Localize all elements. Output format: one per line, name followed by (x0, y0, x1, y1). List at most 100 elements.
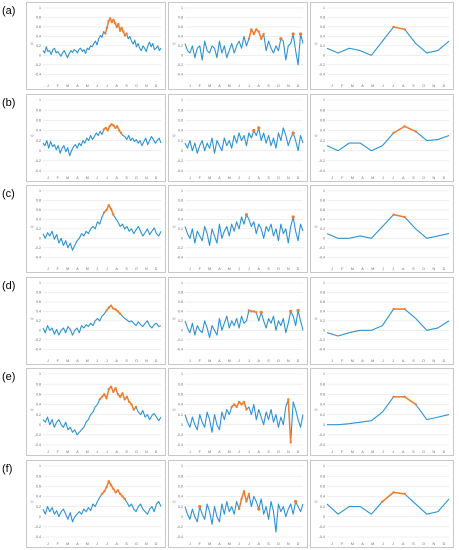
x-tick-label: M (351, 450, 354, 454)
x-tick-label: M (66, 542, 69, 546)
chart-panel: 1 0.8 0.6 0.4 0.2 0 -0.2 -0.4 ω J F M A M J J A S O N D (168, 93, 308, 182)
x-tick-label: D (297, 359, 300, 363)
y-tick-label: 0 (181, 514, 183, 518)
highlight-point (235, 405, 238, 409)
series-line (184, 214, 304, 246)
x-tick-label: A (116, 450, 119, 454)
x-tick-label: J (382, 84, 384, 88)
highlight-point (118, 395, 122, 399)
row-label: (e) (2, 371, 16, 383)
highlight-point (110, 21, 114, 24)
x-tick-label: F (57, 542, 60, 546)
y-tick-label: -0.4 (35, 535, 41, 539)
y-tick-label: 0.6 (178, 300, 183, 304)
highlight-point (121, 494, 124, 498)
x-tick-label: A (258, 176, 261, 180)
y-tick-label: -0.2 (319, 525, 325, 529)
y-tick-label: 0 (323, 328, 325, 332)
x-tick-label: A (258, 450, 261, 454)
x-tick-label: D (155, 450, 158, 454)
x-tick-label: N (145, 84, 148, 88)
y-tick-label: -0.2 (319, 433, 325, 437)
highlight-point (116, 488, 120, 492)
x-tick-label: A (116, 267, 119, 271)
highlight-segment (393, 213, 405, 218)
highlight-point (109, 304, 113, 307)
highlight-point (245, 408, 248, 411)
y-axis-label: ω (315, 42, 318, 46)
chart-panel: 1 0.8 0.6 0.4 0.2 0 -0.2 -0.4 ω J F M A M J J A S O N D (168, 368, 308, 456)
y-tick-label: -0.4 (319, 535, 325, 539)
chart-svg: 1 0.8 0.6 0.4 0.2 0 -0.2 -0.4 ω J F M A M J J A S O N D (31, 6, 162, 88)
x-tick-label: J (47, 176, 49, 180)
chart-svg: 1 0.8 0.6 0.4 0.2 0 -0.2 -0.4 ω J F M A M J J A S O N D (315, 464, 450, 546)
x-tick-label: J (106, 176, 108, 180)
x-tick-label: M (86, 176, 89, 180)
x-tick-label: D (155, 267, 158, 271)
y-tick-label: 0.6 (178, 118, 183, 122)
x-tick-label: S (412, 176, 415, 180)
y-tick-label: 0.2 (36, 138, 41, 142)
y-tick-label: 0.2 (320, 227, 325, 231)
x-tick-label: F (199, 450, 202, 454)
y-tick-label: 0 (323, 423, 325, 427)
highlight-point (255, 310, 258, 314)
y-tick-label: 0.6 (320, 118, 325, 122)
highlight-point (115, 25, 118, 29)
y-tick-label: 0.8 (36, 382, 41, 386)
series-line (326, 125, 450, 151)
x-tick-label: J (238, 359, 240, 363)
highlight-point (240, 403, 243, 406)
y-tick-label: 0.2 (320, 138, 325, 142)
highlight-point (244, 213, 249, 217)
x-tick-label: F (199, 176, 202, 180)
y-tick-label: 0.6 (178, 484, 183, 488)
chart-panel: 1 0.8 0.6 0.4 0.2 0 -0.2 -0.4 ω J F M A M J J A S O N D (26, 368, 166, 456)
x-tick-label: A (116, 359, 119, 363)
chart-svg: 1 0.8 0.6 0.4 0.2 0 -0.2 -0.4 ω J F M A M J J A S O N D (173, 372, 304, 454)
series-line (327, 396, 450, 426)
x-tick-label: S (267, 267, 270, 271)
highlight-point (289, 309, 293, 313)
x-tick-label: J (392, 542, 394, 546)
y-tick-label: 0.8 (178, 474, 183, 478)
x-tick-label: D (443, 359, 446, 363)
y-tick-label: 1 (39, 6, 41, 10)
x-tick-label: N (432, 359, 435, 363)
chart-svg: 1 0.8 0.6 0.4 0.2 0 -0.2 -0.4 ω J F M A M J J A S O N D (31, 464, 162, 546)
y-tick-label: -0.4 (319, 347, 325, 351)
highlight-point (106, 128, 109, 132)
highlight-point (392, 213, 395, 216)
y-tick-label: -0.4 (177, 443, 183, 447)
highlight-point (122, 30, 125, 33)
y-tick-label: -0.2 (319, 246, 325, 250)
highlight-point (130, 403, 133, 406)
chart-panel: 1 0.8 0.6 0.4 0.2 0 -0.2 -0.4 ω J F M A M J J A S O N D (168, 459, 308, 548)
x-tick-label: D (443, 542, 446, 546)
x-tick-label: J (238, 176, 240, 180)
highlight-point (240, 497, 243, 500)
x-tick-label: M (371, 450, 374, 454)
highlight-point (109, 483, 113, 486)
x-tick-label: M (208, 359, 211, 363)
y-tick-label: -0.4 (177, 169, 183, 173)
x-tick-label: N (145, 267, 148, 271)
chart-svg: 1 0.8 0.6 0.4 0.2 0 -0.2 -0.4 ω J F M A M J J A S O N D (31, 189, 162, 271)
x-tick-label: M (86, 84, 89, 88)
chart-panel: 1 0.8 0.6 0.4 0.2 0 -0.2 -0.4 ω J F M A M J J A S O N D (168, 2, 308, 90)
highlight-point (132, 408, 135, 411)
highlight-point (291, 32, 295, 36)
x-tick-label: A (218, 450, 221, 454)
y-axis-label: ω (173, 133, 176, 137)
y-axis-label: ω (31, 408, 34, 412)
highlight-point (250, 28, 253, 31)
x-tick-label: D (297, 84, 300, 88)
x-tick-label: O (422, 176, 425, 180)
x-tick-label: N (432, 542, 435, 546)
highlight-point (291, 215, 295, 219)
x-tick-label: F (199, 84, 202, 88)
x-tick-label: M (228, 84, 231, 88)
y-tick-label: 0.4 (178, 403, 183, 407)
x-tick-label: A (116, 84, 119, 88)
y-tick-label: 0 (39, 148, 41, 152)
